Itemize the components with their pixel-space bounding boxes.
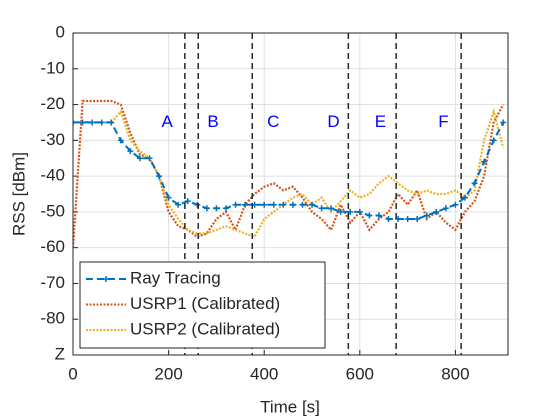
legend-label: Ray Tracing — [130, 268, 221, 287]
marker — [375, 212, 382, 219]
marker — [500, 119, 507, 126]
marker — [156, 173, 163, 180]
marker — [108, 119, 115, 126]
x-tick-label: 0 — [68, 364, 77, 383]
marker — [73, 119, 76, 126]
marker — [461, 194, 468, 201]
x-tick-label: 600 — [346, 364, 374, 383]
y-tick-label: -40 — [40, 166, 65, 185]
marker — [261, 201, 268, 208]
marker — [347, 208, 354, 215]
axes-box — [72, 32, 509, 356]
y-tick-label: -10 — [40, 58, 65, 77]
marker — [414, 216, 421, 223]
marker — [184, 198, 191, 205]
marker — [117, 137, 124, 144]
marker — [299, 201, 306, 208]
x-tick-label: 400 — [250, 364, 278, 383]
y-tick-label: 0 — [56, 22, 65, 41]
marker — [203, 205, 210, 212]
legend-marker — [103, 276, 109, 282]
marker — [423, 212, 430, 219]
y-tick-label: -50 — [40, 201, 65, 220]
marker — [175, 201, 182, 208]
y-tick-label: -20 — [40, 94, 65, 113]
region-label: C — [267, 112, 279, 131]
region-label: D — [327, 112, 339, 131]
marker — [194, 201, 201, 208]
marker — [471, 180, 478, 187]
y-axis-label: RSS [dBm] — [9, 152, 28, 236]
marker — [213, 205, 220, 212]
region-label: A — [161, 112, 173, 131]
y-tick-label: -80 — [40, 309, 65, 328]
x-tick-label: 200 — [154, 364, 182, 383]
x-tick-label: 800 — [441, 364, 469, 383]
marker — [385, 216, 392, 223]
marker — [366, 212, 373, 219]
marker — [136, 155, 143, 162]
region-label: F — [438, 112, 448, 131]
y-tick-label: Z — [55, 344, 65, 363]
marker — [222, 205, 229, 212]
marker — [309, 201, 316, 208]
marker — [232, 201, 239, 208]
y-tick-label: -70 — [40, 273, 65, 292]
marker — [356, 208, 363, 215]
series-line — [73, 107, 505, 239]
marker — [146, 155, 153, 162]
marker — [89, 119, 96, 126]
legend-label: USRP2 (Calibrated) — [130, 319, 280, 338]
marker — [165, 194, 172, 201]
marker — [433, 208, 440, 215]
region-label: E — [375, 112, 386, 131]
marker — [79, 119, 86, 126]
series-line — [73, 121, 505, 220]
plot-lines — [73, 99, 507, 248]
marker — [404, 216, 411, 223]
y-tick-label: -60 — [40, 237, 65, 256]
series-line — [73, 99, 505, 248]
x-axis-label: Time [s] — [260, 397, 320, 416]
marker — [490, 137, 497, 144]
marker — [337, 208, 344, 215]
marker — [98, 119, 105, 126]
region-label: B — [207, 112, 218, 131]
marker — [395, 216, 402, 223]
marker — [127, 148, 134, 155]
marker — [481, 158, 488, 165]
y-tick-label: -30 — [40, 130, 65, 149]
marker — [442, 205, 449, 212]
marker — [452, 201, 459, 208]
legend-label: USRP1 (Calibrated) — [130, 294, 280, 313]
marker — [242, 201, 249, 208]
marker — [328, 205, 335, 212]
marker — [318, 205, 325, 212]
marker — [280, 201, 287, 208]
legend-box — [79, 261, 326, 349]
marker — [289, 201, 296, 208]
marker — [270, 201, 277, 208]
